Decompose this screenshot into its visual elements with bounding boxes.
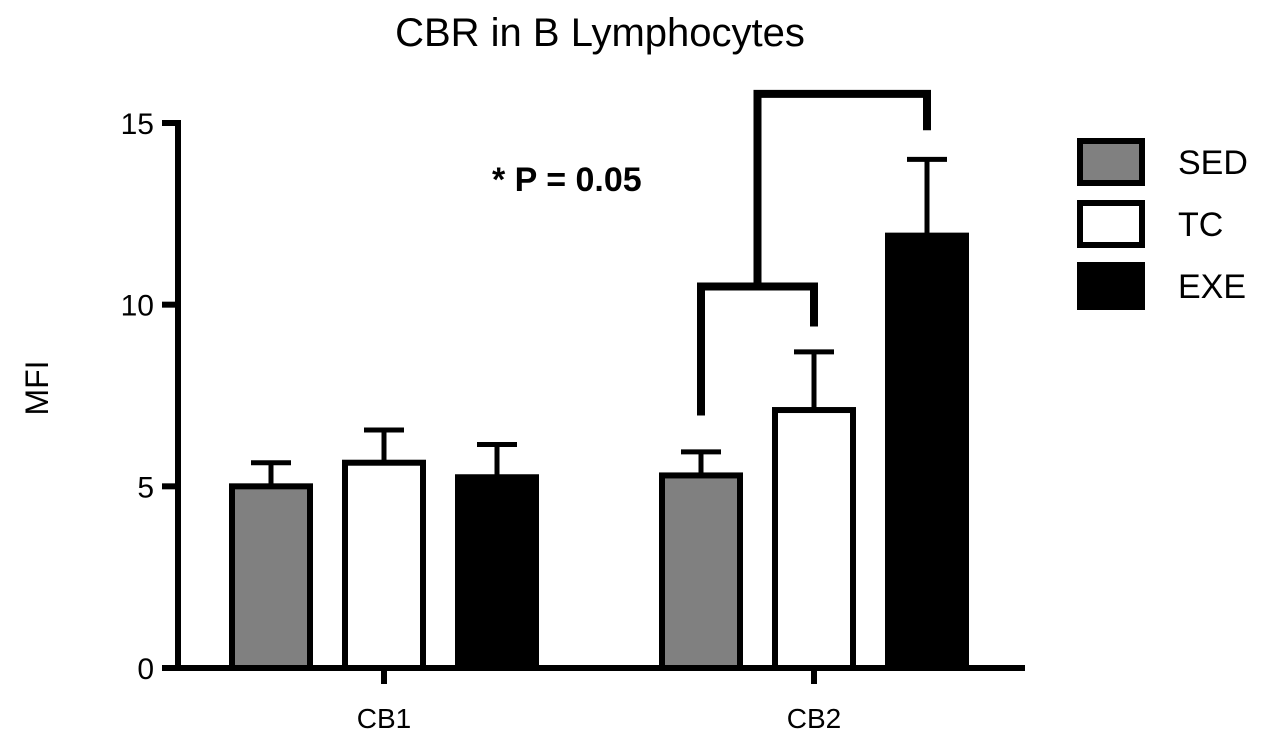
x-tick-label: CB1 [357,703,411,734]
bracket-exe [753,89,931,287]
significance-annotation: * P = 0.05 [492,161,642,199]
y-tick-label: 15 [121,108,154,141]
legend-label-exe: EXE [1178,268,1246,306]
bar-sed [659,472,743,671]
legend: SED TC EXE [1077,138,1248,310]
bar-exe [455,474,539,671]
bar-tc [772,407,856,671]
bars [229,156,969,672]
chart-title: CBR in B Lymphocytes [395,11,805,55]
bar-tc [342,459,426,672]
legend-label-tc: TC [1178,206,1223,244]
legend-swatch-tc [1077,200,1145,248]
bar-sed [229,483,313,672]
legend-label-sed: SED [1178,144,1248,182]
axes: 0 5 10 15 CB1 CB2 [121,108,1025,734]
legend-swatch-sed [1077,138,1145,186]
y-tick-label: 5 [137,471,154,504]
legend-swatch-exe [1077,262,1145,310]
y-tick-label: 10 [121,290,154,323]
y-tick-label: 0 [137,653,154,686]
x-tick-label: CB2 [787,703,841,734]
y-axis-title: MFI [19,360,55,415]
significance-brackets [697,89,931,416]
bar-exe [885,232,969,671]
